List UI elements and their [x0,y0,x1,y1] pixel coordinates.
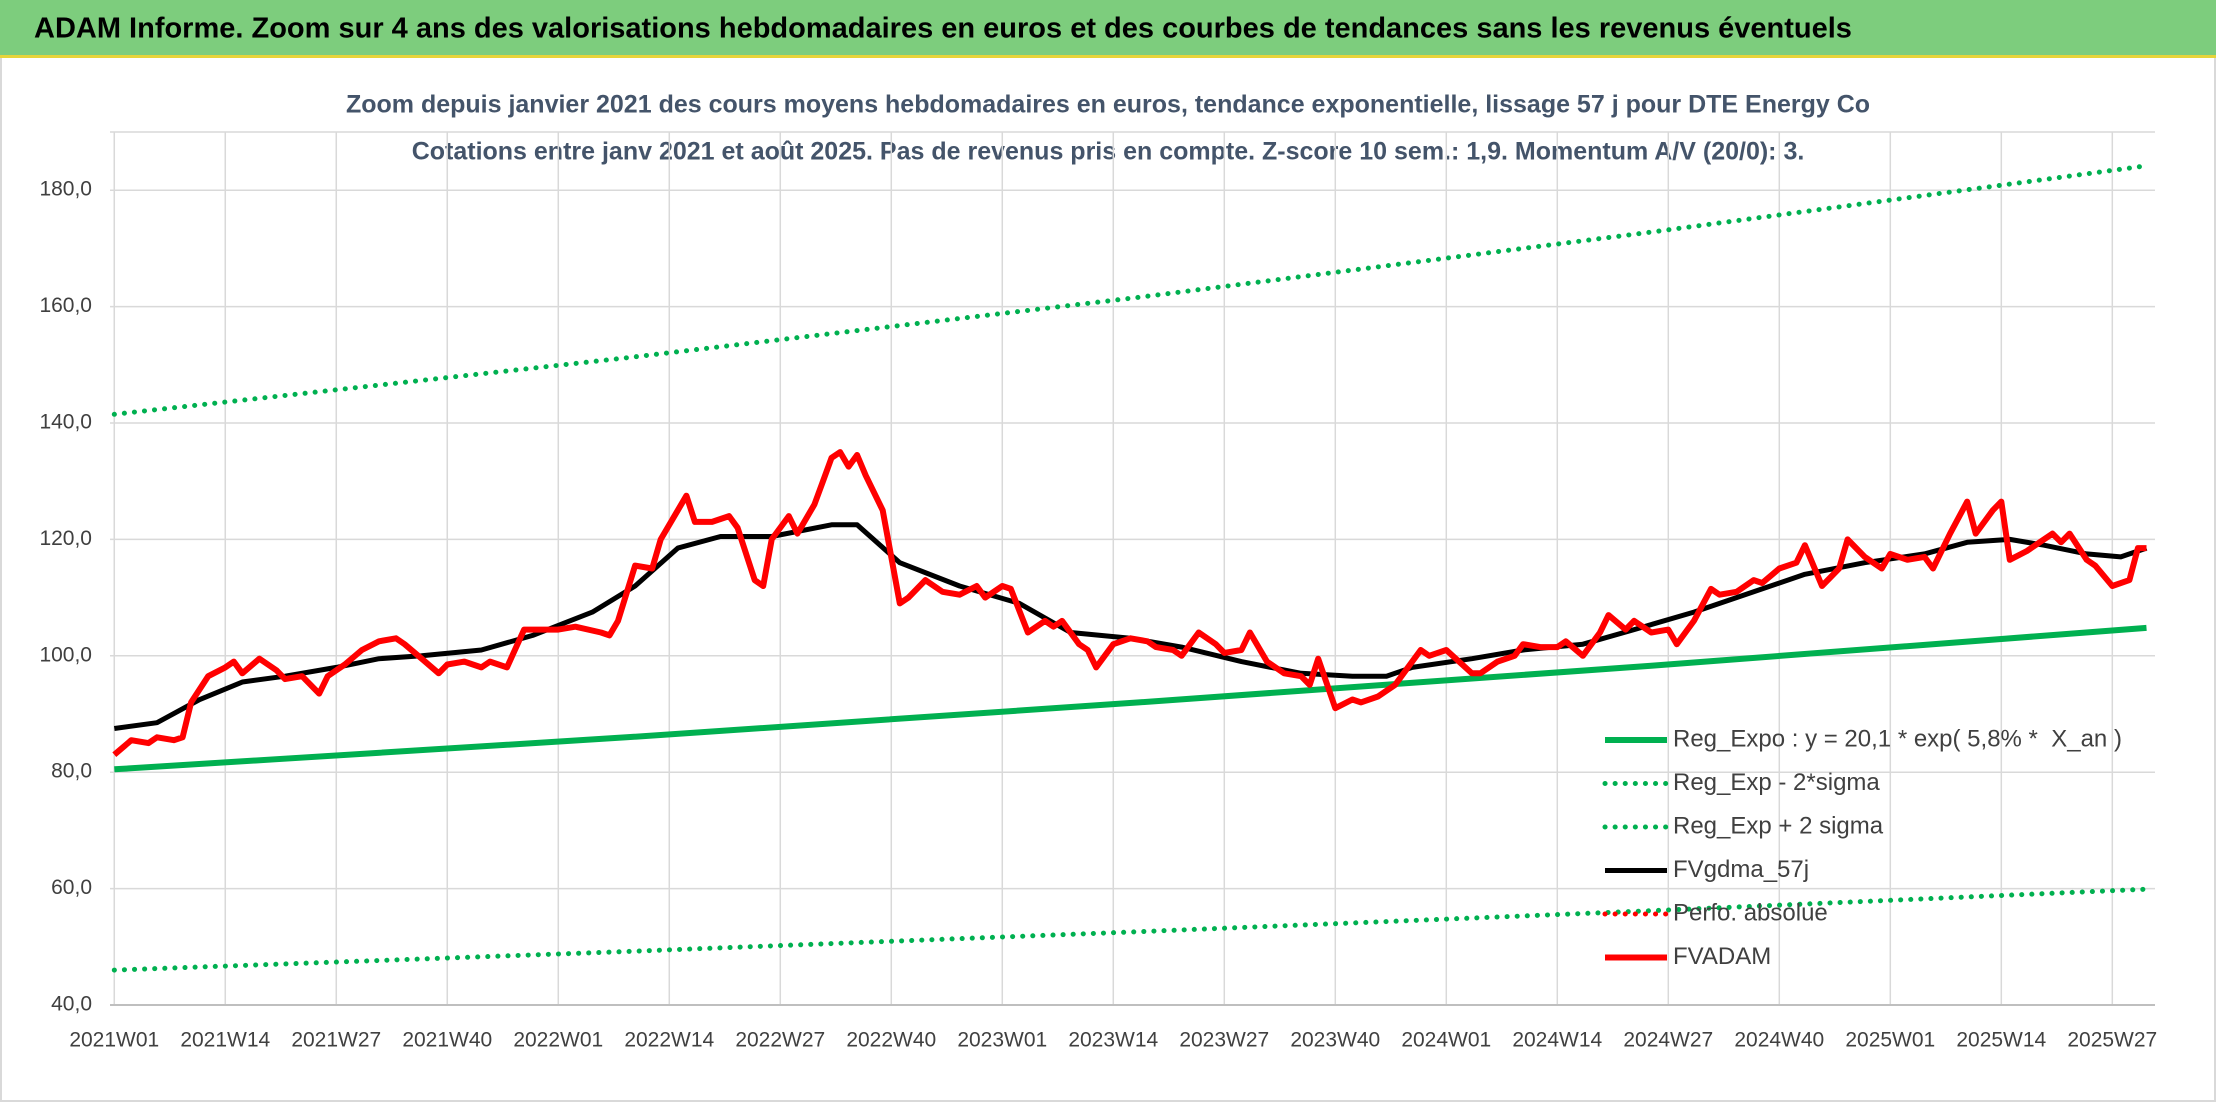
x-tick-label: 2022W01 [513,1029,603,1052]
legend-label: FVgdma_57j [1673,856,1809,883]
y-tick-label: 100,0 [39,643,92,666]
header-rule [0,55,2216,58]
legend-label: Reg_Expo : y = 20,1 * exp( 5,8% * X_an ) [1673,725,2122,752]
x-tick-label: 2021W14 [180,1029,270,1052]
x-tick-label: 2023W14 [1068,1029,1158,1052]
x-tick-label: 2024W27 [1623,1029,1713,1052]
y-tick-label: 120,0 [39,527,92,550]
x-tick-label: 2023W40 [1290,1029,1380,1052]
series-line [114,624,2147,773]
series-line [112,449,2147,757]
series-line [111,886,2149,973]
y-tick-label: 80,0 [51,760,92,783]
chart-title: Zoom depuis janvier 2021 des cours moyen… [346,91,1870,119]
x-tick-label: 2024W01 [1401,1029,1491,1052]
x-tick-label: 2022W14 [624,1029,714,1052]
x-tick-label: 2022W27 [735,1029,825,1052]
y-tick-label: 40,0 [51,993,92,1016]
header-band [0,0,2216,57]
plot [111,163,2149,973]
x-tick-label: 2021W27 [291,1029,381,1052]
x-tick-label: 2023W27 [1179,1029,1269,1052]
legend-label: FVADAM [1673,943,1771,970]
legend: Reg_Expo : y = 20,1 * exp( 5,8% * X_an )… [1602,725,2122,970]
x-tick-label: 2025W27 [2067,1029,2157,1052]
x-tick-label: 2024W14 [1512,1029,1602,1052]
grid: 40,0 60,0 80,0 100,0 120,0 140,0 160,0 180,0 202… [39,131,2157,1052]
x-tick-label: 2024W40 [1734,1029,1824,1052]
x-tick-label: 2025W01 [1845,1029,1935,1052]
x-tick-label: 2021W01 [69,1029,159,1052]
y-tick-label: 140,0 [39,411,92,434]
x-tick-label: 2025W14 [1956,1029,2046,1052]
y-tick-label: 180,0 [39,178,92,201]
legend-label: Perfo. absolue [1673,899,1828,926]
header-title: ADAM Informe. Zoom sur 4 ans des valoris… [34,13,1852,45]
y-tick-label: 60,0 [51,876,92,899]
legend-label: Reg_Exp - 2*sigma [1673,769,1880,796]
legend-label: Reg_Exp + 2 sigma [1673,812,1884,839]
x-tick-label: 2023W01 [957,1029,1047,1052]
y-tick-label: 160,0 [39,294,92,317]
x-tick-label: 2021W40 [402,1029,492,1052]
chart-subtitle: Cotations entre janv 2021 et août 2025. … [412,138,1805,166]
x-tick-label: 2022W40 [846,1029,936,1052]
series-line [111,163,2149,417]
